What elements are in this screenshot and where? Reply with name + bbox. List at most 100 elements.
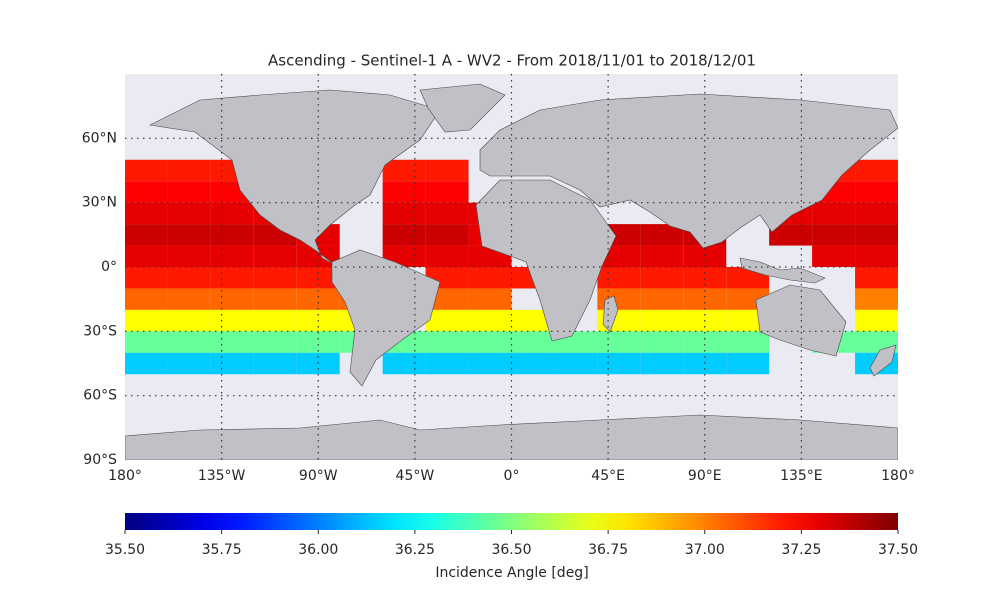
heatmap-cell xyxy=(210,288,254,310)
x-tick-label: 135°E xyxy=(780,468,823,484)
heatmap-cell xyxy=(726,352,770,375)
heatmap-cell xyxy=(167,331,211,353)
heatmap-cell xyxy=(425,352,469,375)
chart-title: Ascending - Sentinel-1 A - WV2 - From 20… xyxy=(268,52,756,70)
heatmap-cell xyxy=(210,245,254,267)
heatmap-cell xyxy=(210,224,254,246)
x-tick-label: 135°W xyxy=(198,468,246,484)
heatmap-cell xyxy=(855,224,898,246)
heatmap-cell xyxy=(167,288,211,310)
heatmap-cell xyxy=(253,267,297,289)
y-tick-label: 60°N xyxy=(82,130,117,146)
heatmap-cell xyxy=(511,352,555,375)
heatmap-cell xyxy=(167,245,211,267)
x-tick-label: 180° xyxy=(881,468,915,484)
colorbar-tick-label: 35.50 xyxy=(105,542,145,558)
colorbar-tick-label: 36.50 xyxy=(491,542,531,558)
heatmap-cell xyxy=(683,267,727,289)
heatmap-cell xyxy=(382,181,426,203)
heatmap-cell xyxy=(167,352,211,375)
heatmap-cell xyxy=(125,181,168,203)
heatmap-cell xyxy=(210,309,254,332)
heatmap-cell xyxy=(425,331,469,353)
x-tick-label: 45°E xyxy=(591,468,625,484)
heatmap-cell xyxy=(125,202,168,225)
heatmap-cell xyxy=(210,267,254,289)
heatmap-cell xyxy=(855,245,898,267)
heatmap-cell xyxy=(855,159,898,182)
land xyxy=(602,295,619,333)
heatmap-cell xyxy=(382,202,426,225)
land-layer xyxy=(125,83,898,460)
heatmap-cell xyxy=(167,202,211,225)
heatmap-cell xyxy=(855,309,898,332)
x-tick-label: 45°W xyxy=(396,468,435,484)
colorbar-tick-label: 36.00 xyxy=(298,542,338,558)
heatmap-cell xyxy=(640,245,684,267)
heatmap-cell xyxy=(125,309,168,332)
colorbar-tick-label: 36.75 xyxy=(588,542,628,558)
heatmap-cell xyxy=(167,224,211,246)
land xyxy=(479,93,898,249)
land xyxy=(739,257,826,284)
heatmap-cell xyxy=(125,267,168,289)
heatmap-cell xyxy=(683,245,727,267)
x-tick-label: 90°W xyxy=(299,468,338,484)
colorbar-label: Incidence Angle [deg] xyxy=(435,565,588,581)
x-tick-label: 0° xyxy=(504,468,520,484)
x-tick-label: 180° xyxy=(108,468,142,484)
heatmap-cell xyxy=(597,288,641,310)
land xyxy=(331,249,441,387)
heatmap-cell xyxy=(425,159,469,182)
heatmap-cell xyxy=(640,352,684,375)
heatmap-cell xyxy=(769,224,813,246)
heatmap-cell xyxy=(468,309,512,332)
heatmap-cell xyxy=(640,224,684,246)
heatmap-cell xyxy=(855,202,898,225)
y-tick-label: 90°S xyxy=(83,452,117,468)
heatmap-cell xyxy=(296,331,340,353)
heatmap-cell xyxy=(855,267,898,289)
heatmap-cell xyxy=(855,181,898,203)
heatmap-cell xyxy=(554,352,598,375)
heatmap-cell xyxy=(812,245,856,267)
heatmap-cell xyxy=(640,331,684,353)
y-tick-label: 0° xyxy=(101,259,117,275)
heatmap-cell xyxy=(468,331,512,353)
heatmap-cell xyxy=(253,245,297,267)
land xyxy=(869,344,897,377)
heatmap-cell xyxy=(125,331,168,353)
heatmap-cell xyxy=(167,159,211,182)
heatmap-cell xyxy=(683,288,727,310)
heatmap-cell xyxy=(640,309,684,332)
heatmap-cell xyxy=(812,224,856,246)
heatmap-cell xyxy=(253,352,297,375)
heatmap-cell xyxy=(125,224,168,246)
heatmap-cell xyxy=(167,267,211,289)
heatmap-cell xyxy=(597,267,641,289)
heatmap-cell xyxy=(210,352,254,375)
heatmap-cell xyxy=(253,288,297,310)
y-tick-label: 60°S xyxy=(83,388,117,404)
heatmap-cell xyxy=(468,267,512,289)
heatmap-cell xyxy=(125,352,168,375)
y-tick-label: 30°S xyxy=(83,323,117,339)
heatmap-cell xyxy=(425,181,469,203)
heatmap-cell xyxy=(726,331,770,353)
heatmap-cell xyxy=(296,267,340,289)
land xyxy=(419,83,506,133)
heatmap-cell xyxy=(125,245,168,267)
heatmap-cell xyxy=(382,224,426,246)
heatmap-cell xyxy=(382,159,426,182)
heatmap-cell xyxy=(468,288,512,310)
colorbar-tick-label: 35.75 xyxy=(202,542,242,558)
heatmap-cell xyxy=(425,309,469,332)
heatmap-cell xyxy=(597,331,641,353)
heatmap-cell xyxy=(125,159,168,182)
colorbar-tick-label: 36.25 xyxy=(395,542,435,558)
heatmap-cell xyxy=(125,288,168,310)
heatmap-cell xyxy=(253,309,297,332)
y-tick-label: 30°N xyxy=(82,195,117,211)
heatmap-cell xyxy=(167,309,211,332)
